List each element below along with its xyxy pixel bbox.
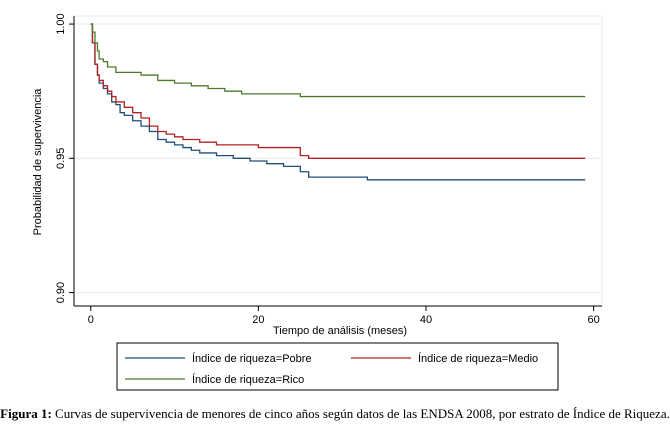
legend-label-3: Índice de riqueza=Rico <box>192 373 304 386</box>
x-axis-title: Tiempo de análisis (meses) <box>273 325 407 337</box>
legend-label-2: Índice de riqueza=Medio <box>418 352 538 365</box>
series-line-2 <box>90 23 586 159</box>
x-tick-label: 0 <box>88 314 94 326</box>
x-tick-label: 40 <box>420 314 432 326</box>
x-tick-label: 20 <box>252 314 264 326</box>
x-tick-label: 60 <box>587 314 599 326</box>
caption-text: Curvas de supervivencia de menores de ci… <box>55 406 670 421</box>
caption-label: Figura 1: <box>0 406 52 421</box>
y-tick-label: 0.95 <box>55 148 67 169</box>
y-tick-label: 1.00 <box>55 13 67 34</box>
plot-area <box>73 15 603 307</box>
survival-chart: 1.00 0.95 0.90 0 20 40 60 Probabilidad de supe… <box>32 13 603 391</box>
legend-label-1: Índice de riqueza=Pobre <box>192 352 312 365</box>
series-line-1 <box>90 23 586 181</box>
legend-box <box>116 342 559 391</box>
y-axis-title: Probabilidad de supervivencia <box>32 88 44 236</box>
figure-caption: Figura 1: Curvas de supervivencia de men… <box>0 406 670 422</box>
series-line-3 <box>90 23 586 98</box>
y-tick-label: 0.90 <box>55 282 67 303</box>
